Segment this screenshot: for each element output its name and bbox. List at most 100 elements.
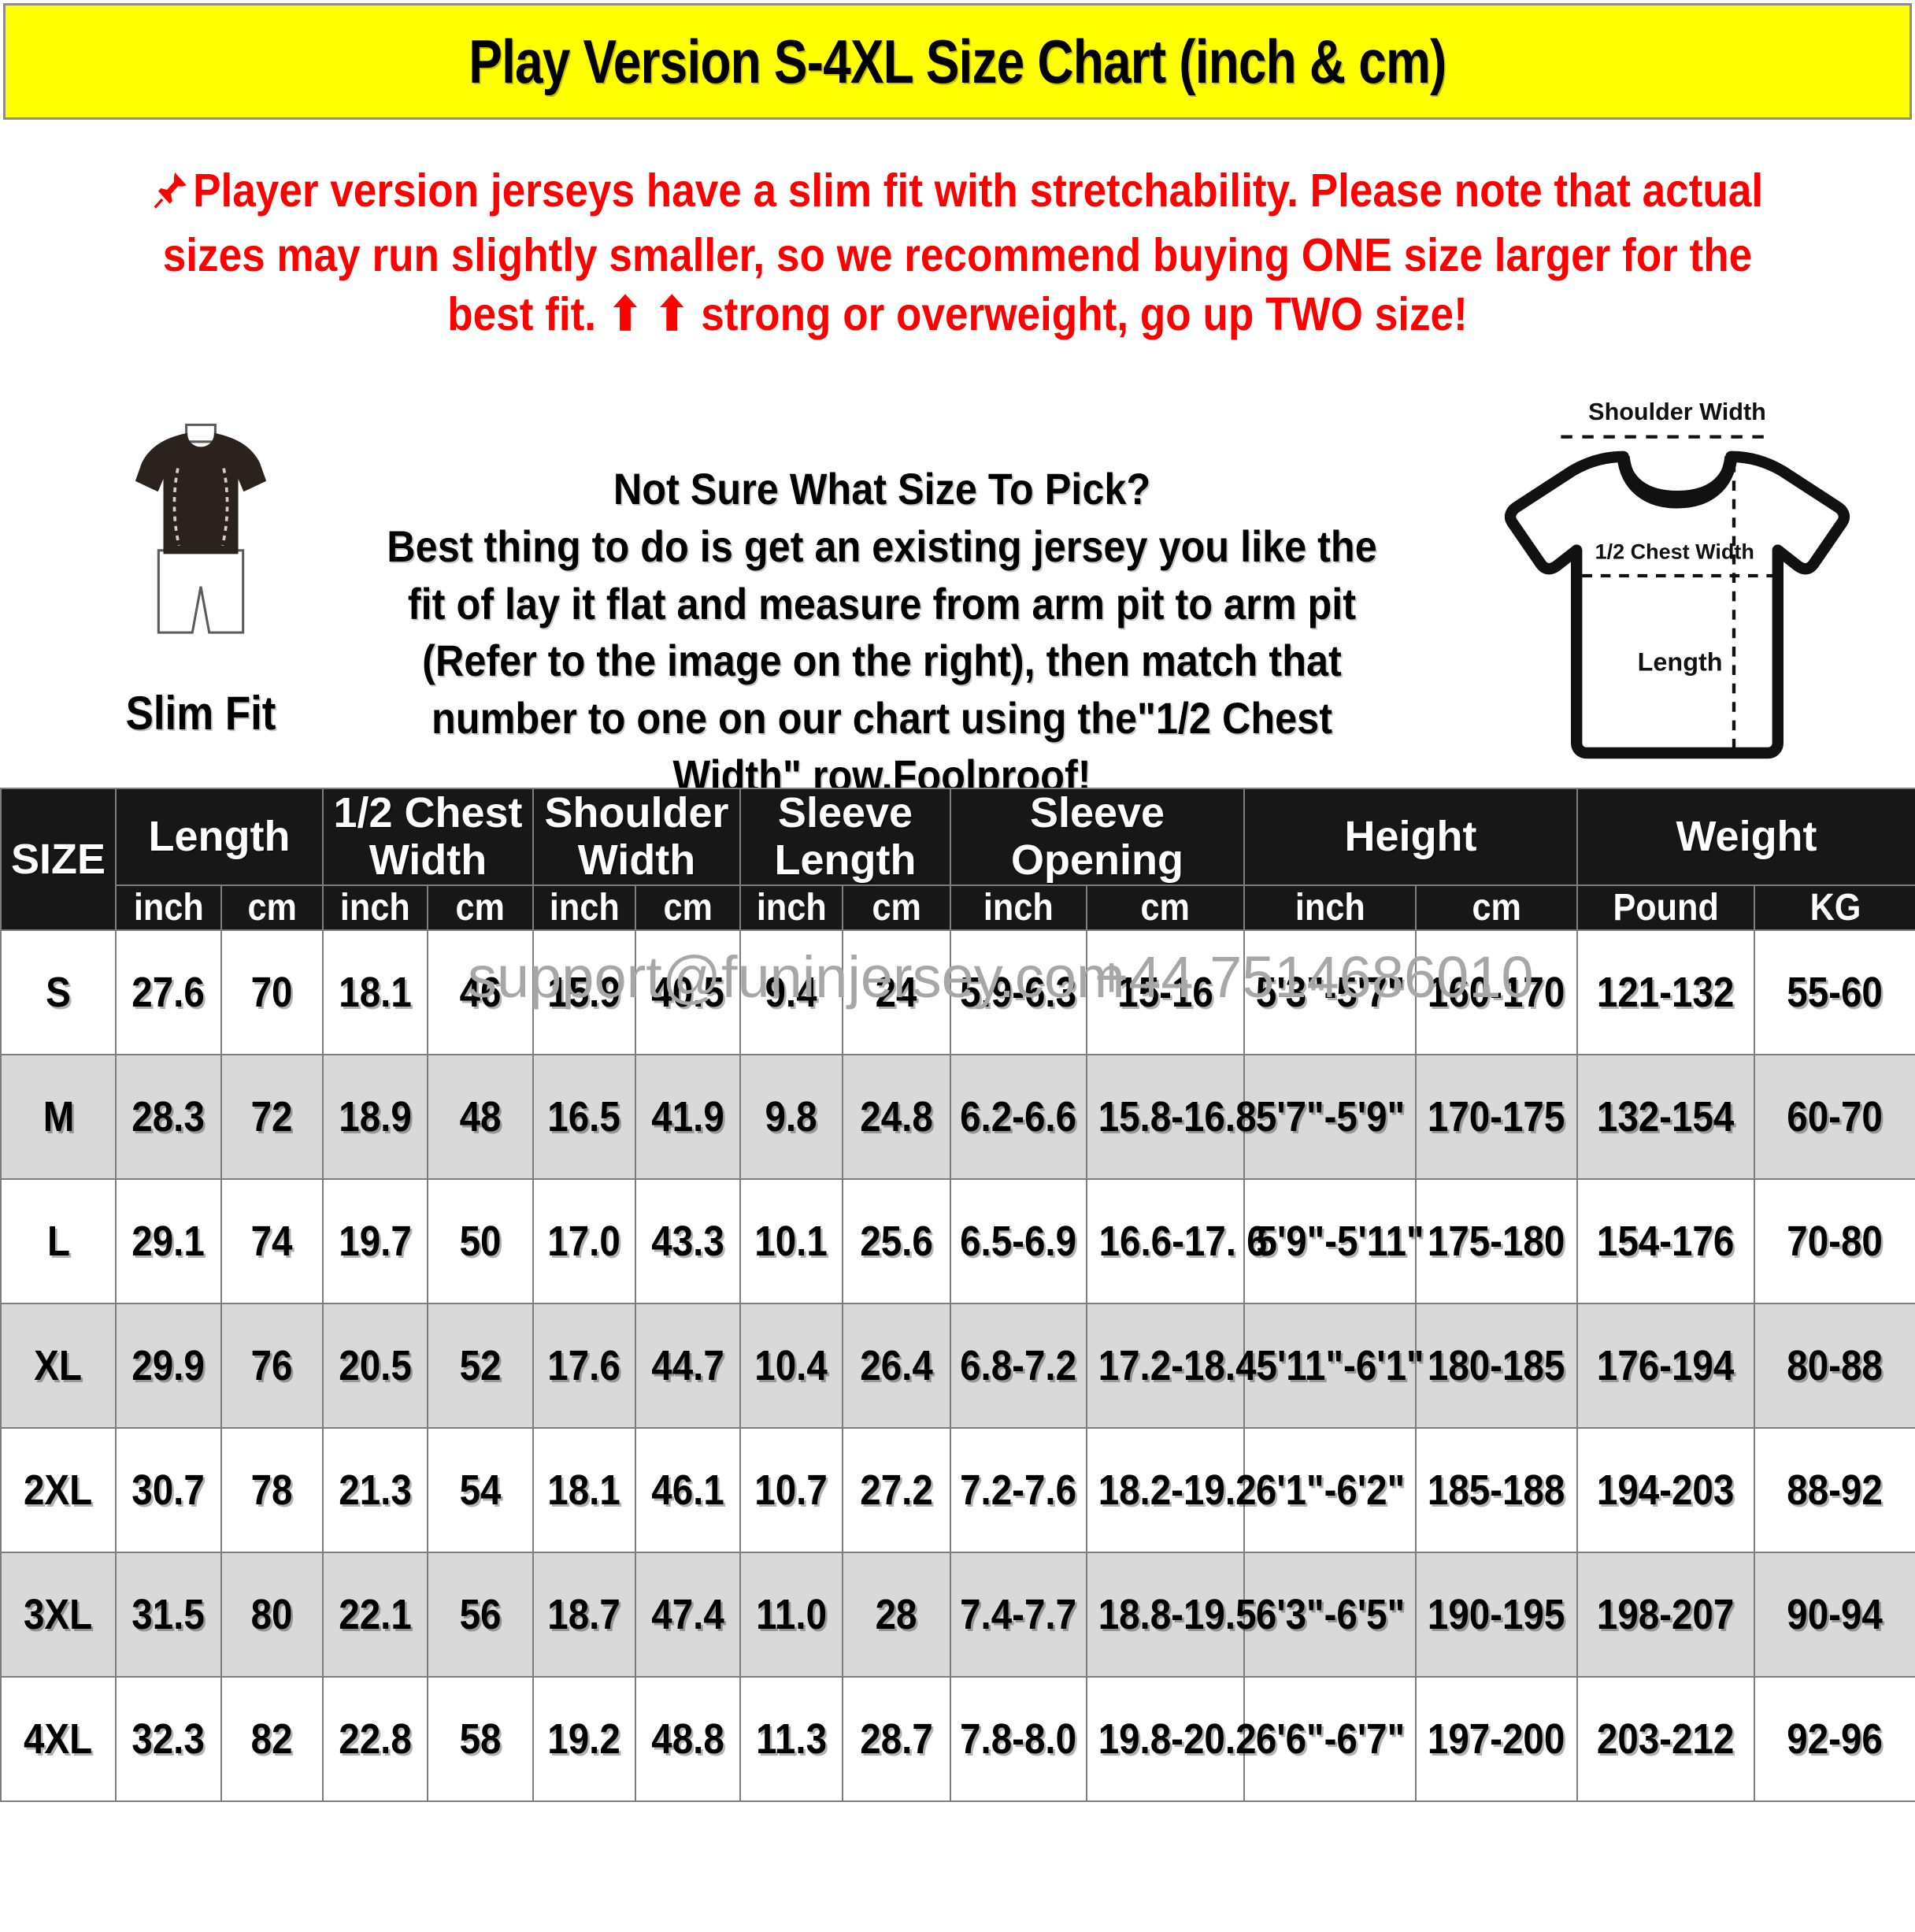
- slim-fit-block: Slim Fit: [79, 417, 323, 740]
- cell-value: 54: [427, 1426, 534, 1553]
- header-group-sleeve-opening: Sleeve Opening: [950, 788, 1246, 886]
- cell-value: 10.1: [739, 1177, 843, 1304]
- header-unit-row: inch cm inch cm inch cm inch cm inch cm …: [1, 884, 1915, 931]
- cell-value: 9.8: [739, 1053, 843, 1180]
- cell-value: 18.1: [322, 929, 428, 1055]
- header-unit-shoulder-cm: cm: [635, 884, 741, 931]
- header-unit-sleeve-length-cm: cm: [841, 884, 952, 931]
- header-group-half-chest-width: 1/2 Chest Width: [322, 788, 534, 886]
- header-size: SIZE: [0, 788, 117, 931]
- cell-value: 80: [220, 1551, 324, 1678]
- cell-value: 41.9: [635, 1053, 741, 1180]
- cell-value: 132-154: [1576, 1053, 1756, 1180]
- header-unit-length-inch: inch: [115, 884, 222, 931]
- red-notice: Player version jerseys have a slim fit w…: [139, 161, 1777, 345]
- cell-value: 5'7"-5'9": [1243, 1053, 1417, 1180]
- cell-value: 5'9"-5'11": [1243, 1177, 1424, 1304]
- table-row: L 29.1 74 19.7 50 17.0 43.3 10.1 25.6 6.5-6.9 16.6…: [0, 1177, 1915, 1304]
- cell-value: 28.7: [841, 1675, 952, 1802]
- cell-value: 175-180: [1415, 1177, 1579, 1304]
- cell-value: 16.5: [532, 1053, 636, 1180]
- size-help-block: Not Sure What Size To Pick? Best thing t…: [386, 461, 1378, 805]
- header-group-length: Length: [115, 788, 324, 886]
- cell-value: 185-188: [1415, 1426, 1579, 1553]
- size-help-heading: Not Sure What Size To Pick?: [613, 464, 1151, 514]
- cell-value: 9.4: [739, 929, 843, 1055]
- cell-value: 5'11"-6'1": [1243, 1302, 1424, 1429]
- cell-value: 6'3"-6'5": [1243, 1551, 1417, 1678]
- header-group-row: SIZE Length 1/2 Chest Width Shoulder Wid…: [0, 788, 1915, 931]
- cell-value: 90-94: [1754, 1551, 1915, 1678]
- cell-value: 22.1: [322, 1551, 428, 1678]
- cell-value: 80-88: [1754, 1302, 1915, 1429]
- cell-value: 28.3: [115, 1053, 222, 1180]
- header-unit-weight-pound: Pound: [1576, 884, 1756, 931]
- header-unit-sleeve-opening-inch: inch: [950, 884, 1088, 931]
- red-notice-text: Player version jerseys have a slim fit w…: [162, 165, 1764, 341]
- size-table-zone: SIZE Length 1/2 Chest Width Shoulder Wid…: [0, 788, 1915, 1932]
- cell-value: 6'6"-6'7": [1243, 1675, 1417, 1802]
- header-unit-chest-cm: cm: [427, 884, 534, 931]
- cell-value: 18.1: [532, 1426, 636, 1553]
- cell-value: 16.6-17. 6: [1086, 1177, 1268, 1304]
- table-body: S 27.6 70 18.1 46 15.9 40.5 9.4 24 5.9-6.3 15-16 5'…: [0, 929, 1915, 1802]
- cell-value: 197-200: [1415, 1675, 1579, 1802]
- cell-value: 24.8: [841, 1053, 952, 1180]
- shoulder-width-label: Shoulder Width: [1588, 399, 1766, 425]
- table-row: S 27.6 70 18.1 46 15.9 40.5 9.4 24 5.9-6.3 15-16 5'…: [0, 929, 1915, 1055]
- header-group-shoulder-width: Shoulder Width: [532, 788, 741, 886]
- cell-value: 5.9-6.3: [950, 929, 1088, 1055]
- cell-value: 52: [427, 1302, 534, 1429]
- cell-value: 10.7: [739, 1426, 843, 1553]
- cell-value: 10.4: [739, 1302, 843, 1429]
- cell-value: 154-176: [1576, 1177, 1756, 1304]
- cell-value: 48.8: [635, 1675, 741, 1802]
- cell-value: 6.5-6.9: [950, 1177, 1088, 1304]
- cell-value: 26.4: [841, 1302, 952, 1429]
- cell-size: M: [0, 1053, 117, 1180]
- cell-value: 180-185: [1415, 1302, 1579, 1429]
- cell-size: L: [0, 1177, 117, 1304]
- cell-value: 58: [427, 1675, 534, 1802]
- header-unit-height-inch: inch: [1243, 884, 1417, 931]
- cell-value: 32.3: [115, 1675, 222, 1802]
- cell-value: 25.6: [841, 1177, 952, 1304]
- cell-size: XL: [0, 1302, 117, 1429]
- cell-value: 46.1: [635, 1426, 741, 1553]
- cell-value: 88-92: [1754, 1426, 1915, 1553]
- cell-value: 29.9: [115, 1302, 222, 1429]
- size-help-body: Best thing to do is get an existing jers…: [387, 521, 1377, 800]
- cell-size: S: [0, 929, 117, 1055]
- cell-value: 7.2-7.6: [950, 1426, 1088, 1553]
- pushpin-icon: [152, 166, 191, 226]
- cell-value: 56: [427, 1551, 534, 1678]
- header-unit-sleeve-opening-cm: cm: [1086, 884, 1246, 931]
- cell-value: 17.2-18.4: [1086, 1302, 1257, 1429]
- cell-value: 203-212: [1576, 1675, 1756, 1802]
- cell-value: 44.7: [635, 1302, 741, 1429]
- cell-value: 7.8-8.0: [950, 1675, 1088, 1802]
- cell-value: 22.8: [322, 1675, 428, 1802]
- cell-value: 50: [427, 1177, 534, 1304]
- cell-value: 11.0: [739, 1551, 843, 1678]
- cell-value: 74: [220, 1177, 324, 1304]
- cell-value: 43.3: [635, 1177, 741, 1304]
- slim-fit-garment-icon: [135, 423, 267, 634]
- cell-value: 70-80: [1754, 1177, 1915, 1304]
- cell-value: 70: [220, 929, 324, 1055]
- cell-value: 121-132: [1576, 929, 1756, 1055]
- slim-fit-label: Slim Fit: [125, 687, 276, 740]
- cell-value: 6.8-7.2: [950, 1302, 1088, 1429]
- cell-value: 18.7: [532, 1551, 636, 1678]
- header-unit-sleeve-length-inch: inch: [739, 884, 843, 931]
- table-row: 4XL 32.3 82 22.8 58 19.2 48.8 11.3 28.7 7.8-8.0 19…: [0, 1675, 1915, 1802]
- cell-value: 17.0: [532, 1177, 636, 1304]
- cell-value: 47.4: [635, 1551, 741, 1678]
- cell-value: 60-70: [1754, 1053, 1915, 1180]
- cell-value: 15.8-16.8: [1086, 1053, 1257, 1180]
- cell-value: 40.5: [635, 929, 741, 1055]
- header-group-sleeve-length: Sleeve Length: [739, 788, 952, 886]
- cell-value: 198-207: [1576, 1551, 1756, 1678]
- header-group-height: Height: [1243, 788, 1579, 886]
- cell-value: 29.1: [115, 1177, 222, 1304]
